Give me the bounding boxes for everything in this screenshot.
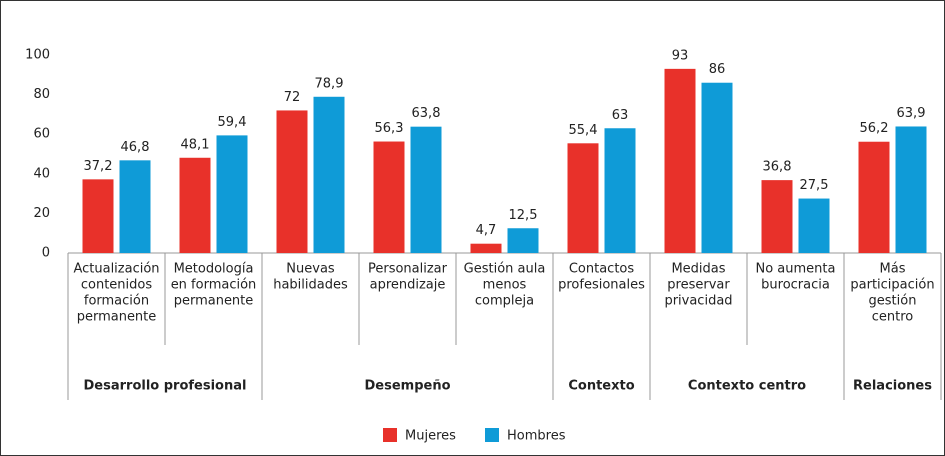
value-label: 48,1	[181, 137, 210, 152]
bar	[664, 68, 696, 253]
legend-swatch	[485, 428, 499, 442]
bar	[179, 157, 211, 253]
bar	[858, 141, 890, 253]
x-tick-label: contenidos	[81, 278, 152, 293]
group-label: Contexto	[568, 379, 634, 394]
group-label: Relaciones	[853, 379, 932, 394]
value-label: 36,8	[763, 160, 792, 175]
x-tick-label: Gestión aula	[464, 262, 546, 277]
x-tick-label: privacidad	[664, 294, 732, 309]
x-tick-label: en formación	[171, 278, 257, 293]
value-label: 27,5	[800, 178, 829, 193]
value-label: 63	[612, 108, 629, 123]
bar	[373, 141, 405, 253]
value-label: 4,7	[476, 223, 497, 238]
legend-label: Mujeres	[405, 429, 456, 444]
x-tick-label: participación	[850, 278, 934, 293]
x-tick-label: compleja	[475, 294, 534, 309]
value-label: 86	[709, 62, 726, 77]
bar	[410, 126, 442, 253]
x-tick-label: gestión	[869, 294, 917, 309]
value-label: 37,2	[84, 159, 113, 174]
y-tick-label: 0	[42, 246, 50, 261]
x-tick-label: menos	[483, 278, 527, 293]
bar	[895, 126, 927, 253]
bar	[119, 160, 151, 253]
y-tick-label: 40	[33, 166, 50, 181]
value-label: 56,2	[860, 121, 889, 136]
value-label: 56,3	[375, 121, 404, 136]
bar	[798, 198, 830, 253]
group-label: Desempeño	[364, 379, 450, 394]
x-tick-label: Actualización	[73, 262, 159, 277]
x-tick-label: habilidades	[273, 278, 348, 293]
x-tick-label: burocracia	[761, 278, 830, 293]
x-tick-label: Metodología	[174, 262, 254, 277]
x-tick-label: permanente	[77, 310, 157, 325]
x-tick-label: Contactos	[569, 262, 635, 277]
value-label: 55,4	[569, 123, 598, 138]
group-label: Contexto centro	[688, 379, 806, 394]
bar	[604, 128, 636, 253]
bar	[507, 228, 539, 253]
value-label: 63,8	[412, 106, 441, 121]
value-label: 72	[284, 90, 301, 105]
value-label: 12,5	[509, 208, 538, 223]
bar	[216, 135, 248, 253]
bar	[470, 243, 502, 253]
value-label: 59,4	[218, 115, 247, 130]
x-tick-label: Más	[880, 262, 906, 277]
y-tick-label: 100	[25, 48, 50, 63]
x-tick-label: No aumenta	[756, 262, 836, 277]
legend-label: Hombres	[507, 429, 566, 444]
bar	[276, 110, 308, 253]
bar	[82, 179, 114, 253]
x-tick-label: permanente	[174, 294, 254, 309]
value-label: 93	[672, 48, 689, 63]
x-tick-label: Personalizar	[368, 262, 448, 277]
x-tick-label: aprendizaje	[370, 278, 446, 293]
x-tick-label: formación	[84, 294, 149, 309]
bar	[701, 82, 733, 253]
group-label: Desarrollo profesional	[84, 379, 247, 394]
x-tick-label: profesionales	[558, 278, 645, 293]
y-tick-label: 80	[33, 87, 50, 102]
bar	[313, 96, 345, 253]
value-label: 63,9	[897, 106, 926, 121]
bar	[567, 143, 599, 253]
bar	[761, 180, 793, 253]
value-label: 78,9	[315, 76, 344, 91]
x-tick-label: Nuevas	[286, 262, 335, 277]
x-tick-label: preservar	[667, 278, 730, 293]
legend-swatch	[383, 428, 397, 442]
value-label: 46,8	[121, 140, 150, 155]
x-tick-label: Medidas	[671, 262, 725, 277]
x-tick-label: centro	[872, 310, 914, 325]
y-tick-label: 60	[33, 127, 50, 142]
y-tick-label: 20	[33, 206, 50, 221]
